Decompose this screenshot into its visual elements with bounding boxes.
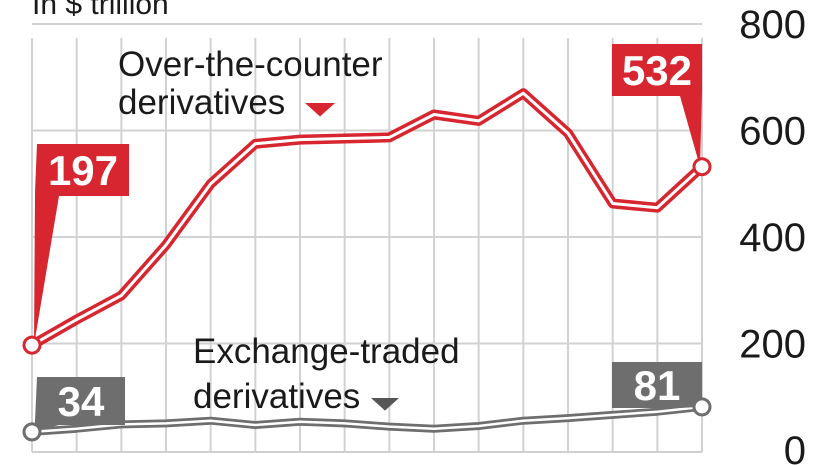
endpoint-marker xyxy=(692,157,712,177)
series-line-inner xyxy=(30,91,704,347)
callout-box xyxy=(34,144,129,346)
unit-label: In $ trillion xyxy=(32,0,169,21)
endpoint-marker xyxy=(22,422,42,442)
y-axis: 0 200 400 600 800 xyxy=(739,3,806,465)
callout-value: 81 xyxy=(634,362,681,409)
callout-box xyxy=(612,362,702,408)
y-tick-label: 0 xyxy=(784,429,806,465)
series-annotations: Over-the-counterderivativesExchange-trad… xyxy=(118,45,460,416)
y-tick-label: 200 xyxy=(739,323,806,367)
y-tick-label: 600 xyxy=(739,110,806,154)
series-label-line-2: derivatives xyxy=(193,377,360,416)
series-label-line-1: Exchange-traded xyxy=(193,332,460,371)
triangle-marker-icon xyxy=(371,398,399,411)
y-tick-label: 800 xyxy=(739,3,806,47)
value-callout: 34 xyxy=(22,377,125,442)
triangle-marker-icon xyxy=(305,103,335,117)
callout-value: 34 xyxy=(58,378,105,425)
value-callout: 532 xyxy=(612,44,712,177)
endpoint-marker xyxy=(22,335,42,355)
callout-value: 197 xyxy=(48,147,118,194)
y-tick-label: 400 xyxy=(739,216,806,260)
series-line-inner xyxy=(30,405,704,434)
series-label-line-1: Over-the-counter xyxy=(118,45,383,84)
series-label-line-2: derivatives xyxy=(118,83,285,122)
value-callouts: 197 532 34 81 xyxy=(22,44,712,442)
callout-box xyxy=(612,44,702,167)
value-callout: 197 xyxy=(22,144,129,355)
series-line-outer xyxy=(28,402,706,436)
value-callout: 81 xyxy=(612,362,712,417)
series-lines xyxy=(27,88,707,436)
callout-box xyxy=(34,377,125,432)
endpoint-marker xyxy=(692,397,712,417)
callout-value: 532 xyxy=(622,47,692,94)
